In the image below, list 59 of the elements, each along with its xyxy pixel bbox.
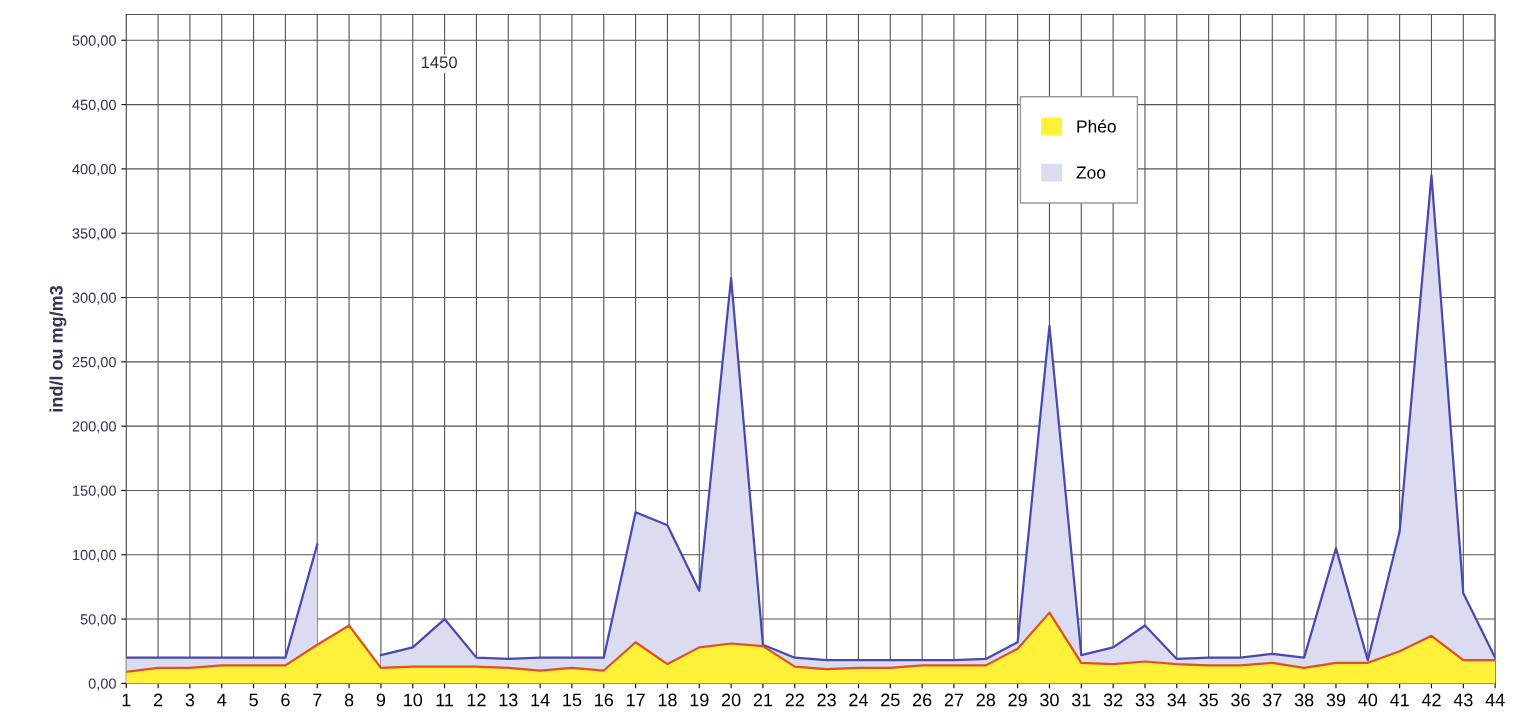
x-tick-label: 28 <box>976 693 996 707</box>
y-tick-label: 100,00 <box>73 549 116 562</box>
y-tick-label: 350,00 <box>72 228 116 241</box>
x-tick-label: 39 <box>1326 693 1346 707</box>
x-tick-label: 38 <box>1294 693 1314 707</box>
x-tick-label: 41 <box>1390 693 1409 707</box>
x-tick-label: 20 <box>721 693 741 707</box>
x-tick-label: 15 <box>563 693 582 707</box>
y-axis-title: ind/l ou mg/m3 <box>49 285 67 412</box>
y-tick-label: 150,00 <box>73 485 116 498</box>
x-tick-label: 19 <box>690 693 709 707</box>
x-tick-label: 31 <box>1071 693 1091 707</box>
x-tick-label: 24 <box>849 693 868 707</box>
x-tick-label: 27 <box>944 693 964 707</box>
x-tick-label: 29 <box>1008 693 1027 707</box>
x-tick-label: 40 <box>1358 693 1378 707</box>
x-tick-label: 17 <box>626 693 645 707</box>
x-tick-label: 6 <box>281 693 290 707</box>
x-tick-label: 43 <box>1453 693 1473 707</box>
x-tick-label: 26 <box>912 693 932 707</box>
x-tick-label: 35 <box>1199 693 1218 707</box>
x-tick-label: 12 <box>467 693 486 707</box>
x-tick-label: 14 <box>531 693 550 707</box>
annotation: 1450 <box>421 56 457 69</box>
x-tick-label: 11 <box>436 693 454 707</box>
y-tick-label: 250,00 <box>72 356 116 369</box>
x-tick-label: 25 <box>881 693 900 707</box>
y-tick-label: 0,00 <box>88 678 116 691</box>
x-tick-label: 7 <box>313 693 322 707</box>
y-tick-label: 500,00 <box>72 35 116 48</box>
x-tick-label: 30 <box>1040 693 1059 707</box>
y-tick-label: 50,00 <box>80 614 116 627</box>
x-tick-label: 9 <box>376 693 386 707</box>
x-tick-label: 22 <box>785 693 804 707</box>
x-tick-label: 42 <box>1421 693 1441 707</box>
y-tick-label: 450,00 <box>72 99 116 112</box>
x-tick-label: 23 <box>817 693 836 707</box>
x-tick-label: 10 <box>404 693 423 707</box>
legend-label: Phéo <box>1077 119 1116 133</box>
y-tick-label: 400,00 <box>72 163 116 177</box>
x-tick-label: 18 <box>658 693 677 707</box>
x-tick-label: 37 <box>1262 693 1282 707</box>
x-tick-label: 5 <box>249 693 258 707</box>
legend-label: Zoo <box>1076 166 1106 179</box>
x-tick-label: 44 <box>1485 693 1505 707</box>
x-tick-label: 1 <box>122 693 131 707</box>
x-tick-label: 16 <box>595 693 614 707</box>
x-tick-label: 4 <box>217 693 227 707</box>
y-tick-label: 300,00 <box>72 292 116 305</box>
y-tick-label: 200,00 <box>72 421 116 434</box>
x-tick-label: 36 <box>1231 693 1250 707</box>
x-tick-label: 33 <box>1135 693 1155 707</box>
x-tick-label: 13 <box>499 693 518 707</box>
x-tick-label: 32 <box>1103 693 1123 707</box>
x-tick-label: 34 <box>1167 693 1187 707</box>
x-tick-label: 21 <box>753 693 773 707</box>
x-tick-label: 8 <box>344 693 354 707</box>
x-tick-label: 3 <box>185 693 195 707</box>
x-tick-label: 2 <box>153 693 163 707</box>
